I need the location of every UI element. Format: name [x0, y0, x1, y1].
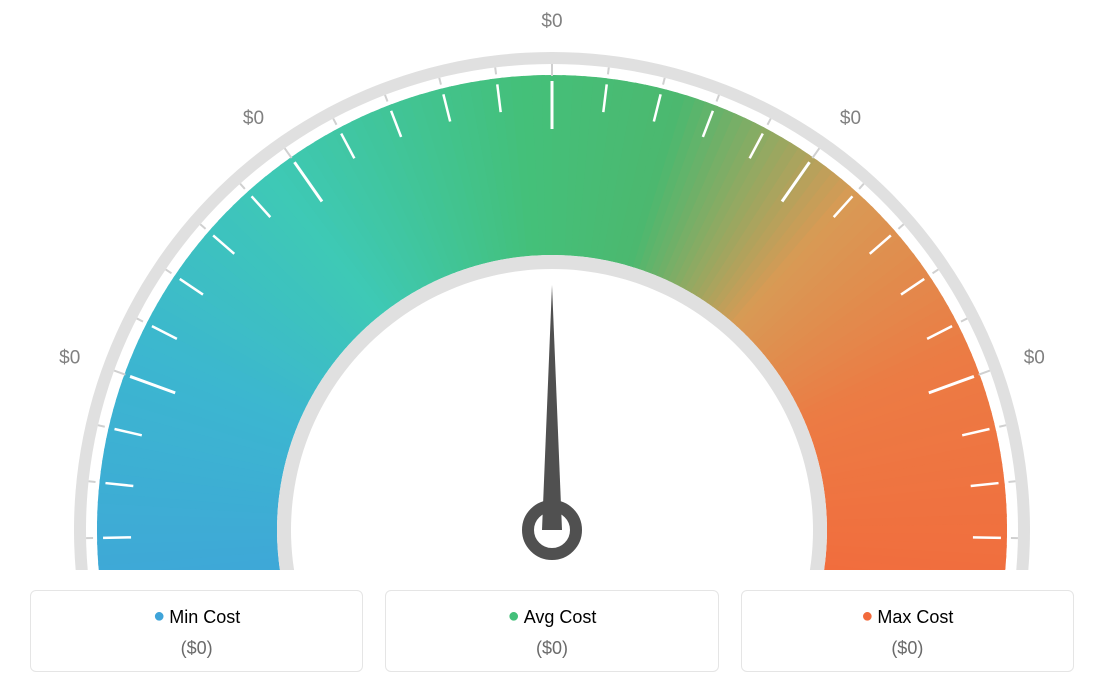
- legend-card-max: ●Max Cost ($0): [741, 590, 1074, 672]
- gauge-tick-label: $0: [541, 11, 562, 32]
- gauge-tick-label: $0: [243, 108, 264, 129]
- legend-max-label: ●Max Cost: [752, 605, 1063, 628]
- legend-row: ●Min Cost ($0) ●Avg Cost ($0) ●Max Cost …: [30, 590, 1074, 672]
- gauge-tick-label: $0: [59, 347, 80, 368]
- gauge-tick-label: $0: [1024, 347, 1045, 368]
- legend-min-label: ●Min Cost: [41, 605, 352, 628]
- gauge-tick-label: $0: [840, 108, 861, 129]
- legend-avg-value: ($0): [396, 638, 707, 659]
- cost-gauge: $0$0$0$0$0$0$0: [0, 10, 1104, 570]
- legend-card-min: ●Min Cost ($0): [30, 590, 363, 672]
- legend-min-value: ($0): [41, 638, 352, 659]
- gauge-needle: [542, 285, 562, 530]
- legend-max-value: ($0): [752, 638, 1063, 659]
- legend-avg-label: ●Avg Cost: [396, 605, 707, 628]
- legend-card-avg: ●Avg Cost ($0): [385, 590, 718, 672]
